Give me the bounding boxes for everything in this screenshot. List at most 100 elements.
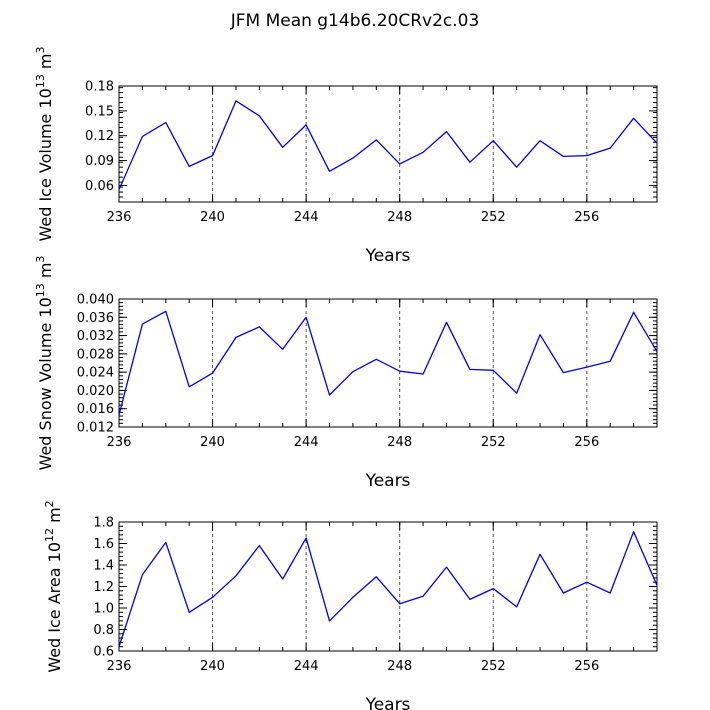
x-tick-label-256: 256 (574, 435, 599, 450)
data-point-239 (188, 611, 190, 613)
x-tick-label-256: 256 (574, 210, 599, 225)
y-tick-label-0.18: 0.18 (85, 80, 114, 95)
y-label-unit: m (36, 53, 55, 74)
data-point-244 (305, 316, 307, 318)
data-point-257 (609, 147, 611, 149)
data-point-237 (141, 573, 143, 575)
y-tick-label-0.012: 0.012 (77, 421, 114, 436)
x-tick-label-236: 236 (107, 659, 132, 674)
data-point-253 (515, 166, 517, 168)
data-point-249 (422, 373, 424, 375)
y-label-text: Wed Snow Volume 10 (36, 297, 55, 470)
x-tick-label-240: 240 (200, 210, 225, 225)
data-point-251 (469, 598, 471, 600)
y-label-unit-exponent: 3 (34, 256, 47, 263)
data-point-248 (398, 163, 400, 165)
y-tick-label-0.024: 0.024 (77, 366, 114, 381)
y-label-unit: m (36, 263, 55, 284)
y-tick-label-1.6: 1.6 (93, 537, 114, 552)
y-label-exponent: 12 (43, 528, 56, 542)
x-tick-label-240: 240 (200, 435, 225, 450)
y-label-unit-exponent: 2 (43, 500, 56, 507)
x-tick-label-244: 244 (294, 210, 319, 225)
y-label-unit-exponent: 3 (34, 46, 47, 53)
y-tick-label-0.028: 0.028 (77, 347, 114, 362)
plot-frame (118, 298, 658, 428)
data-point-259 (656, 142, 658, 144)
data-point-257 (609, 360, 611, 362)
x-tick-label-252: 252 (481, 210, 506, 225)
y-label-text: Wed Ice Volume 10 (36, 88, 55, 241)
x-axis-label: Years (365, 246, 411, 266)
data-point-248 (398, 603, 400, 605)
chart-panel-2: 236 240 244 248 252 256 0.012 0.016 0.020 0.024 0.… (34, 256, 658, 491)
y-tick-label-0.8: 0.8 (93, 623, 114, 638)
y-axis-label: Wed Snow Volume 1013 m3 (34, 256, 55, 471)
data-point-240 (211, 372, 213, 374)
plot-frame (118, 521, 658, 652)
x-tick-label-244: 244 (294, 435, 319, 450)
data-point-243 (282, 146, 284, 148)
x-tick-label-240: 240 (200, 659, 225, 674)
data-point-256 (586, 366, 588, 368)
data-point-237 (141, 323, 143, 325)
x-axis-label: Years (365, 471, 411, 491)
data-point-242 (258, 544, 260, 546)
data-point-240 (211, 154, 213, 156)
data-point-252 (492, 139, 494, 141)
x-tick-label-252: 252 (481, 435, 506, 450)
y-tick-label-0.12: 0.12 (85, 129, 114, 144)
data-point-241 (235, 575, 237, 577)
data-point-244 (305, 124, 307, 126)
data-point-247 (375, 139, 377, 141)
x-tick-label-252: 252 (481, 659, 506, 674)
x-tick-label-236: 236 (107, 210, 132, 225)
data-point-251 (469, 161, 471, 163)
data-point-246 (352, 370, 354, 372)
data-point-241 (235, 336, 237, 338)
x-tick-label-236: 236 (107, 435, 132, 450)
data-point-237 (141, 135, 143, 137)
data-point-240 (211, 596, 213, 598)
x-axis-label: Years (365, 695, 411, 710)
data-point-246 (352, 596, 354, 598)
figure-title: JFM Mean g14b6.20CRv2c.03 (230, 11, 480, 31)
x-tick-label-256: 256 (574, 659, 599, 674)
data-point-238 (165, 121, 167, 123)
y-axis-label: Wed Ice Volume 1013 m3 (34, 46, 55, 241)
data-point-252 (492, 587, 494, 589)
data-point-246 (352, 157, 354, 159)
plot-frame (118, 85, 658, 203)
data-point-236 (118, 188, 120, 190)
y-tick-label-1.0: 1.0 (93, 602, 114, 617)
data-point-254 (539, 333, 541, 335)
data-point-257 (609, 592, 611, 594)
data-point-256 (586, 154, 588, 156)
data-point-249 (422, 595, 424, 597)
y-label-text: Wed Ice Area 10 (45, 542, 64, 673)
y-tick-label-0.06: 0.06 (85, 179, 114, 194)
data-point-239 (188, 386, 190, 388)
y-tick-label-1.8: 1.8 (93, 516, 114, 531)
y-label-exponent: 13 (34, 74, 47, 88)
y-axis-label: Wed Ice Area 1012 m2 (43, 500, 64, 672)
data-point-254 (539, 139, 541, 141)
data-point-245 (328, 620, 330, 622)
chart-panel-1: 236 240 244 248 252 256 0.06 0.09 0.12 0.15 0.18 Ye… (34, 46, 658, 266)
data-point-247 (375, 576, 377, 578)
data-point-239 (188, 165, 190, 167)
y-tick-label-0.032: 0.032 (77, 329, 114, 344)
y-tick-label-0.6: 0.6 (93, 645, 114, 660)
data-point-256 (586, 581, 588, 583)
data-point-241 (235, 100, 237, 102)
series-line (118, 310, 658, 416)
data-point-243 (282, 348, 284, 350)
data-point-236 (118, 414, 120, 416)
y-tick-label-0.036: 0.036 (77, 311, 114, 326)
data-point-250 (445, 130, 447, 132)
data-point-259 (656, 584, 658, 586)
data-point-255 (562, 155, 564, 157)
data-point-248 (398, 370, 400, 372)
data-point-245 (328, 394, 330, 396)
